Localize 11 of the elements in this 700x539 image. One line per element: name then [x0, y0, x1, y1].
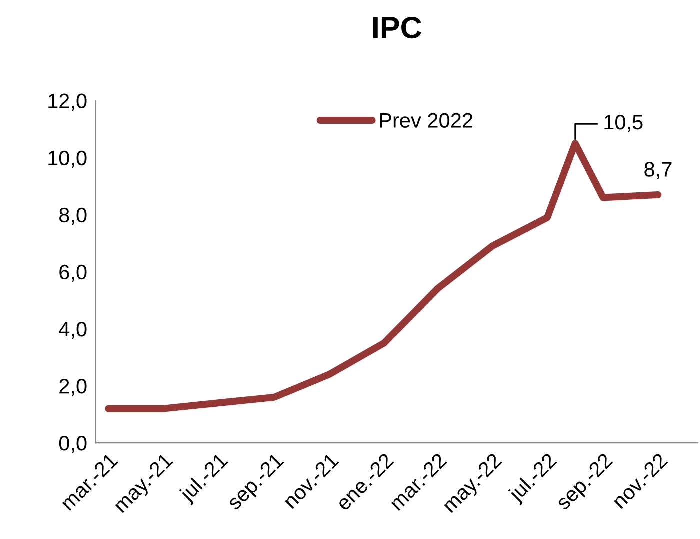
y-tick-label: 12,0	[48, 94, 87, 112]
y-tick-label: 6,0	[60, 264, 87, 282]
y-tick-label: 2,0	[60, 379, 87, 396]
y-tick-label: 0,0	[59, 436, 87, 454]
legend-label: Prev 2022	[380, 113, 473, 128]
y-tick-label: 8,0	[60, 208, 87, 226]
data-label: 8,7	[644, 162, 672, 180]
y-tick-label: 10,0	[48, 150, 87, 168]
chart-title: IPC	[373, 16, 422, 39]
y-tick-label: 4,0	[59, 322, 87, 340]
data-label: 10,5	[604, 114, 643, 132]
